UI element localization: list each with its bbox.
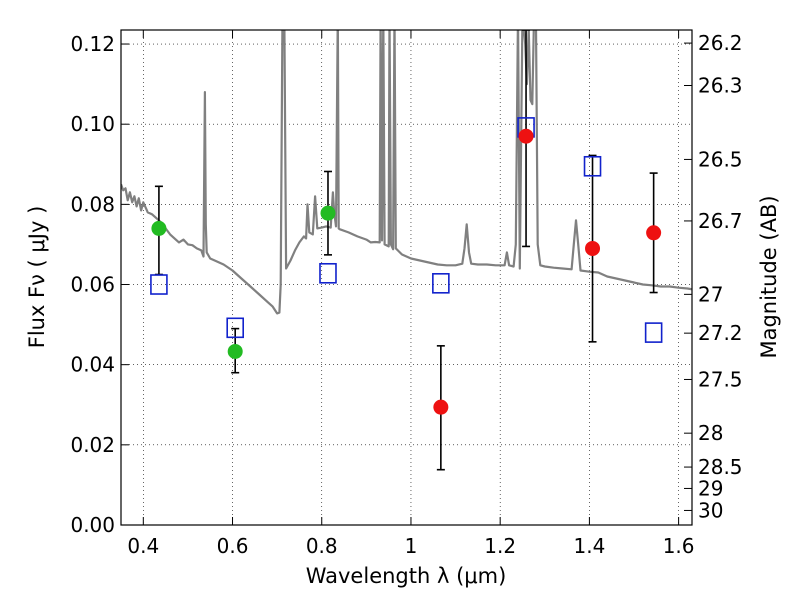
mag-tick-label: 27.2 (698, 321, 743, 345)
mag-tick-label: 26.7 (698, 209, 743, 233)
x-tick-label: 0.4 (127, 534, 159, 558)
x-tick-label: 1.2 (484, 534, 516, 558)
plot-frame (120, 29, 693, 526)
y-tick-label: 0.06 (70, 273, 115, 297)
red-point-marker (433, 399, 449, 415)
x-tick-label: 1 (405, 534, 418, 558)
model-photometry-square (319, 262, 337, 284)
mag-tick-label: 30 (698, 498, 723, 522)
mag-tick-label: 27.5 (698, 367, 743, 391)
x-tick-label: 1.6 (663, 534, 695, 558)
model-photometry-square (583, 155, 602, 177)
y-tick-label: 0.02 (70, 433, 115, 457)
grid-lines (121, 30, 692, 526)
mag-tick-label: 26.5 (698, 147, 743, 171)
mag-tick-label: 26.3 (698, 73, 743, 97)
x-axis-label: Wavelength λ (μm) (306, 564, 507, 588)
mag-tick-label: 26.2 (698, 31, 743, 55)
mag-tick-label: 29 (698, 476, 723, 500)
y-axis-label: Flux Fν ( μJy ) (25, 206, 49, 349)
model-photometry-square (432, 273, 450, 294)
mag-tick-label: 28.5 (698, 455, 743, 479)
detection-marker (320, 205, 336, 221)
x-tick-label: 1.4 (573, 534, 605, 558)
model-photometry-square (644, 322, 663, 343)
red-point-marker (646, 225, 662, 241)
right-y-axis-label: Magnitude (AB) (757, 195, 781, 358)
detection-marker (151, 220, 167, 236)
mag-tick-label: 27 (698, 282, 723, 306)
y-tick-label: 0.10 (70, 112, 115, 136)
model-photometry-square (226, 317, 244, 339)
model-photometry-square (150, 274, 168, 295)
red-point-marker (585, 240, 601, 256)
mag-tick-label: 28 (698, 421, 723, 445)
plot-area (121, 30, 692, 471)
detection-marker (227, 343, 243, 359)
x-tick-label: 0.6 (217, 534, 249, 558)
y-tick-label: 0.00 (70, 513, 115, 537)
axis-ticks: 0.4 0.6 0.8 1 1.2 1.4 1.6 0.00 0.02 0.04 0.06 0.08 0… (70, 30, 743, 558)
x-tick-label: 0.8 (306, 534, 338, 558)
y-tick-label: 0.08 (70, 192, 115, 216)
red-point-marker (518, 128, 534, 144)
y-tick-label: 0.04 (70, 353, 115, 377)
y-tick-label: 0.12 (70, 32, 115, 56)
model-spectrum-line (121, 30, 692, 315)
